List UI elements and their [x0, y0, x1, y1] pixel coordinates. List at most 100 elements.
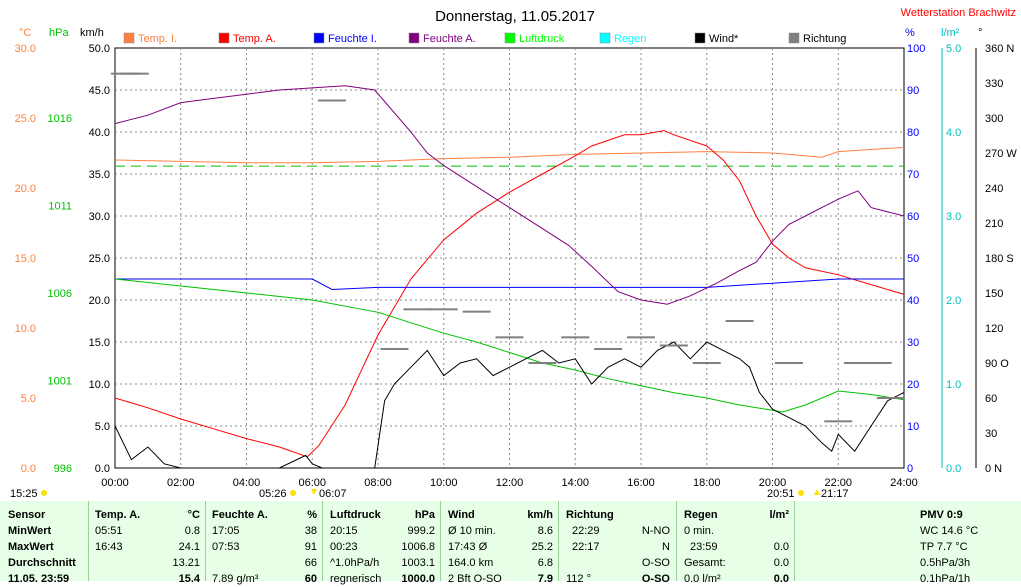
- feuchte-a-abs-humidity: 7.89 g/m³: [212, 573, 259, 585]
- sunrise-icon: [290, 490, 296, 496]
- panel-divider: [676, 501, 677, 581]
- wind-header: Wind: [448, 509, 475, 521]
- pmv-header: PMV 0:9: [920, 509, 963, 521]
- wind-unit: km/h: [527, 509, 553, 521]
- humidity-tick-label: 50: [907, 253, 919, 265]
- temp-a-min-time: 05:51: [95, 525, 123, 537]
- direction-mark: [528, 362, 557, 364]
- direction-tick-label: 180 S: [985, 253, 1014, 265]
- wind-beaufort: 2 Bft O-SO: [448, 573, 502, 585]
- richtung-header: Richtung: [566, 509, 614, 521]
- humidity-tick-label: 80: [907, 127, 919, 139]
- rain-tick-label: 1.0: [946, 379, 961, 391]
- pressure-tick-label: 1016: [48, 113, 72, 125]
- weather-chart: 00:00 02:00 04:00 06:00 08:00 10:00 12:00 14:00…: [10, 7, 1017, 500]
- legend-swatch: [123, 32, 135, 44]
- legend-swatch: [788, 32, 800, 44]
- series-line-temp-a: [114, 130, 905, 458]
- x-tick-label: 20:00: [759, 477, 787, 489]
- legend-label: Temp. I.: [138, 33, 177, 45]
- sun-start-time: 15:25: [10, 488, 38, 500]
- direction-tick-label: 30: [985, 428, 997, 440]
- dusk-marker-icon: [814, 489, 820, 495]
- direction-mark: [659, 344, 688, 347]
- luftdruck-max-value: 1006.8: [401, 541, 435, 553]
- wind-max-value: 25.2: [531, 541, 553, 553]
- legend-label: Wind*: [709, 33, 739, 45]
- x-tick-label: 14:00: [561, 477, 589, 489]
- statistics-panel: Sensor MinWert MaxWert Durchschnitt 11.0…: [0, 501, 1021, 585]
- feuchte-a-max-time: 07:53: [212, 541, 240, 553]
- richtung-avg-value: O-SO: [641, 557, 670, 569]
- temp-tick-label: 0.0: [21, 463, 36, 475]
- luftdruck-unit: hPa: [414, 509, 435, 521]
- direction-unit-label: °: [978, 27, 982, 39]
- legend-swatch: [313, 32, 325, 44]
- direction-mark: [692, 362, 721, 364]
- wind-tick-label: 45.0: [89, 85, 110, 97]
- panel-divider: [794, 501, 795, 581]
- direction-mark: [863, 362, 892, 364]
- humidity-tick-label: 0: [907, 463, 913, 475]
- luftdruck-avg-value: 1003.1: [401, 557, 435, 569]
- direction-tick-label: 330: [985, 78, 1003, 90]
- x-tick-label: 02:00: [167, 477, 195, 489]
- sunrise-time: 05:26: [259, 488, 287, 500]
- x-tick-label: 12:00: [496, 477, 524, 489]
- pmv-dewpoint: TP 7.7 °C: [920, 541, 968, 553]
- temp-a-min-value: 0.8: [184, 525, 200, 537]
- sensor-column: Sensor MinWert MaxWert Durchschnitt 11.0…: [8, 501, 88, 585]
- luftdruck-min-value: 999.2: [407, 525, 435, 537]
- direction-mark: [561, 336, 590, 339]
- temp-unit-label: °C: [19, 27, 31, 39]
- direction-mark: [317, 99, 346, 102]
- humidity-tick-label: 40: [907, 295, 919, 307]
- wind-tick-label: 15.0: [89, 337, 110, 349]
- regen-header: Regen: [684, 509, 718, 521]
- x-tick-label: 24:00: [890, 477, 918, 489]
- legend-label: Richtung: [803, 33, 846, 45]
- dusk-end-time: 21:17: [821, 488, 849, 500]
- wind-column: Wind km/h Ø 10 min. 8.6 17:43 Ø 25.2 164.0 …: [448, 501, 553, 585]
- direction-tick-label: 150: [985, 288, 1003, 300]
- feuchte-a-column: Feuchte A.% 17:05 38 07:53 91 66 7.89 g/m³…: [212, 501, 317, 585]
- series-line-luftdruck: [114, 278, 905, 413]
- direction-tick-label: 60: [985, 393, 997, 405]
- rain-tick-label: 0.0: [946, 463, 961, 475]
- chart-legend: Temp. I. Temp. A. Feuchte I. Feuchte A. Luft…: [123, 32, 846, 45]
- series-line-feuchte-a: [114, 85, 905, 305]
- richtung-degrees: 112 °: [566, 573, 591, 585]
- direction-mark: [462, 310, 491, 313]
- temp-a-max-value: 24.1: [178, 541, 200, 553]
- legend-swatch: [599, 32, 611, 44]
- humidity-tick-label: 100: [907, 43, 925, 55]
- luftdruck-min-time: 20:15: [330, 525, 358, 537]
- sunset-time: 20:51: [767, 488, 795, 500]
- legend-label: Feuchte A.: [423, 33, 476, 45]
- direction-tick-label: 0 N: [985, 463, 1002, 475]
- richtung-min-value: N-NO: [641, 525, 670, 537]
- regen-total-value: 0.0: [773, 557, 789, 569]
- temp-a-max-time: 16:43: [95, 541, 123, 553]
- direction-mark: [380, 348, 409, 350]
- dawn-end-time: 06:07: [319, 488, 347, 500]
- x-tick-label: 10:00: [430, 477, 458, 489]
- pressure-tick-label: 1011: [48, 201, 72, 213]
- wind-tick-label: 20.0: [89, 295, 110, 307]
- direction-tick-label: 90 O: [985, 358, 1009, 370]
- panel-divider: [558, 501, 559, 581]
- x-tick-label: 06:00: [298, 477, 326, 489]
- x-tick-label: 00:00: [101, 477, 129, 489]
- feuchte-a-min-value: 38: [304, 525, 317, 537]
- temp-tick-label: 20.0: [15, 183, 36, 195]
- avg-row-label: Durchschnitt: [8, 557, 76, 569]
- direction-mark: [120, 72, 149, 75]
- min-row-label: MinWert: [8, 525, 52, 537]
- panel-divider: [88, 501, 89, 581]
- feuchte-a-min-time: 17:05: [212, 525, 240, 537]
- legend-swatch: [408, 32, 420, 44]
- panel-divider: [440, 501, 441, 581]
- series-line-feuchte-i: [115, 278, 904, 291]
- x-tick-label: 22:00: [824, 477, 852, 489]
- wind-unit-label: km/h: [80, 27, 104, 39]
